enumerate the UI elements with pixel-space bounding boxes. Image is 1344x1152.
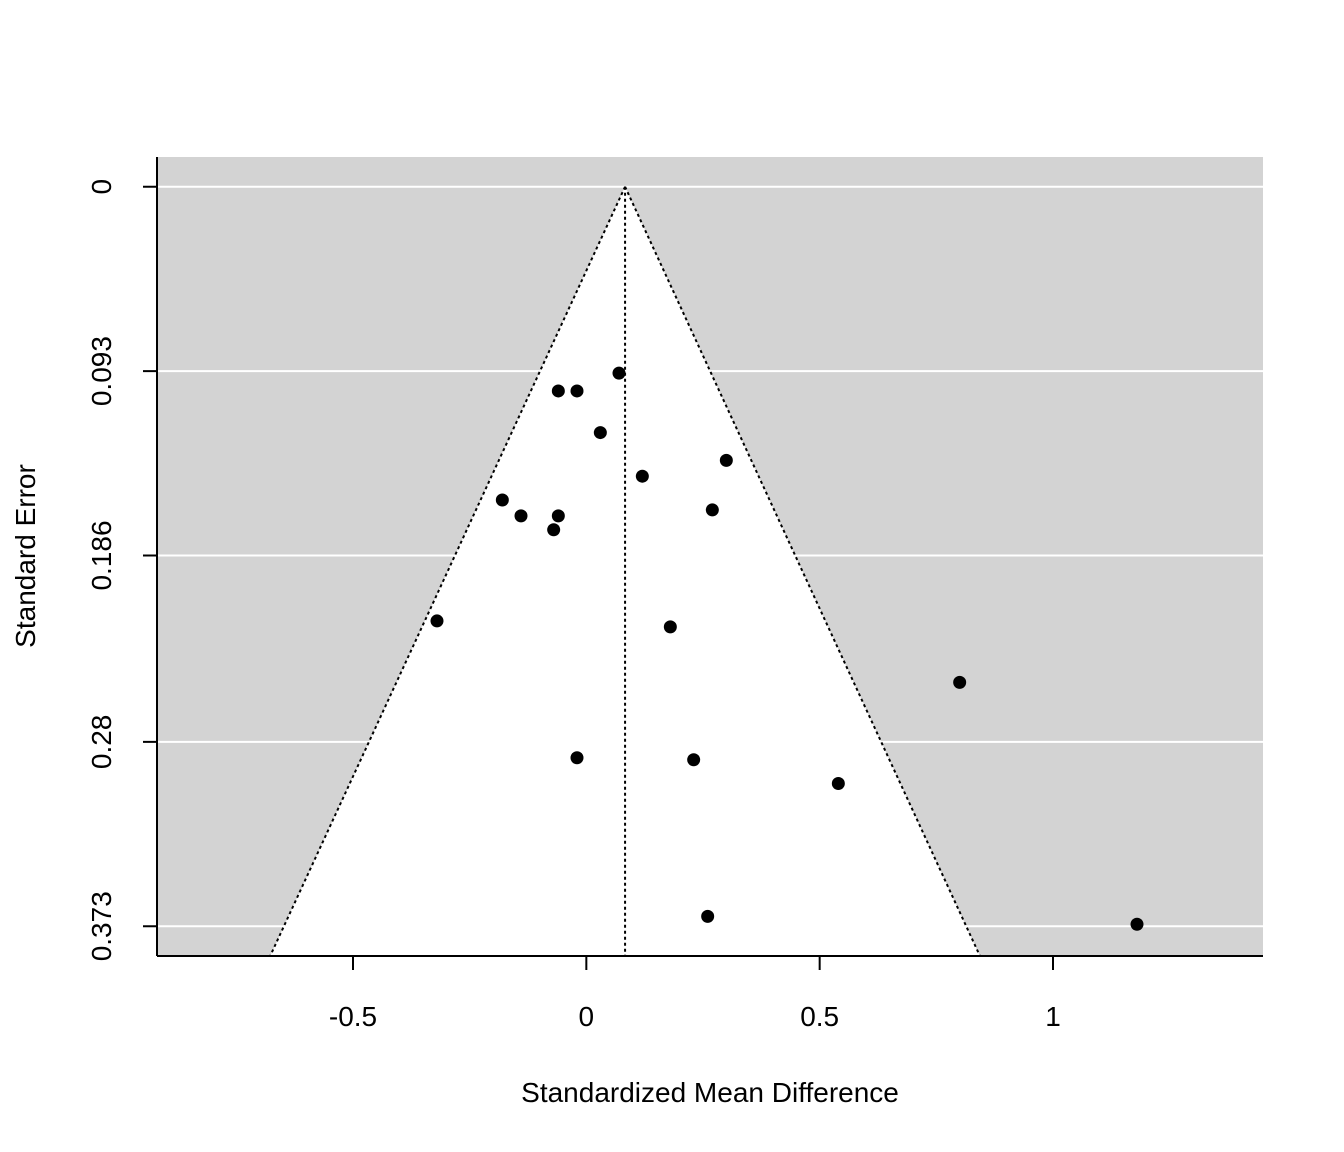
- data-point: [701, 909, 715, 923]
- data-point: [719, 453, 733, 467]
- data-point: [593, 426, 607, 440]
- data-point: [551, 509, 565, 523]
- x-tick-label: 1: [1045, 1001, 1061, 1032]
- data-point: [1130, 917, 1144, 931]
- y-tick-label: 0: [86, 179, 117, 195]
- data-point: [570, 751, 584, 765]
- data-point: [570, 384, 584, 398]
- data-point: [687, 753, 701, 767]
- data-point: [953, 675, 967, 689]
- y-tick-label: 0.28: [86, 715, 117, 770]
- study-points: [430, 366, 1144, 931]
- y-tick-label: 0.093: [86, 336, 117, 406]
- data-point: [551, 384, 565, 398]
- data-point: [831, 777, 845, 791]
- data-point: [430, 614, 444, 628]
- y-tick-label: 0.373: [86, 891, 117, 961]
- x-tick-label: 0.5: [800, 1001, 839, 1032]
- x-tick-label: -0.5: [329, 1001, 377, 1032]
- y-tick-label: 0.186: [86, 520, 117, 590]
- axes: -0.5 0 0.5 1 0 0.093 0.186 0.28 0.373: [86, 157, 1263, 1032]
- x-tick-label: 0: [579, 1001, 595, 1032]
- y-axis-title: Standard Error: [10, 464, 41, 648]
- x-axis-title: Standardized Mean Difference: [521, 1077, 899, 1108]
- data-point: [612, 366, 626, 380]
- data-point: [663, 620, 677, 634]
- data-point: [495, 493, 509, 507]
- data-point: [514, 509, 528, 523]
- data-point: [635, 469, 649, 483]
- data-point: [705, 503, 719, 517]
- data-point: [547, 523, 561, 537]
